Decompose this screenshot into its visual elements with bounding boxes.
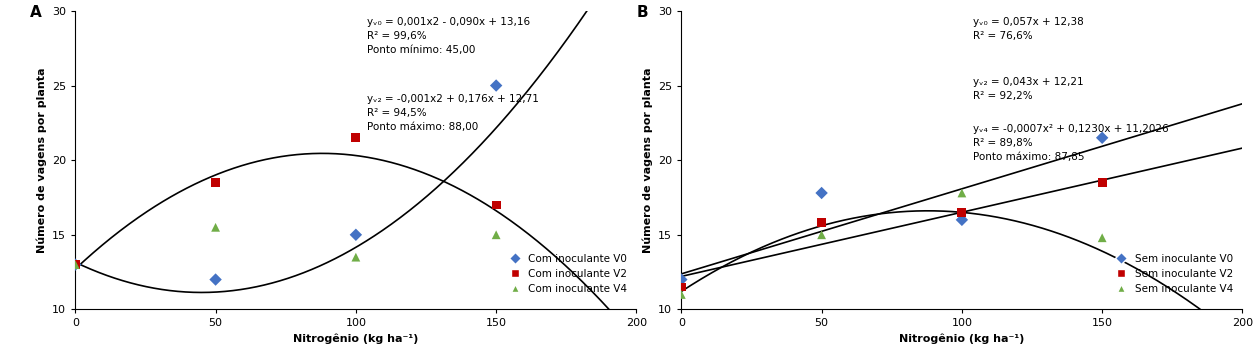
Point	[206, 179, 226, 185]
Text: yᵥ₄ = -0,0007x² + 0,1230x + 11,2026
R² = 89,8%
Ponto máximo: 87,85: yᵥ₄ = -0,0007x² + 0,1230x + 11,2026 R² =…	[973, 124, 1168, 162]
Legend: Com inoculante V0, Com inoculante V2, Com inoculante V4: Com inoculante V0, Com inoculante V2, Co…	[499, 249, 631, 298]
Y-axis label: Número de vagens por planta: Número de vagens por planta	[36, 67, 46, 253]
Point	[486, 232, 506, 238]
Point	[951, 217, 971, 223]
Point	[65, 262, 85, 268]
Text: yᵥ₀ = 0,001x2 - 0,090x + 13,16
R² = 99,6%
Ponto mínimo: 45,00: yᵥ₀ = 0,001x2 - 0,090x + 13,16 R² = 99,6…	[368, 17, 530, 55]
Point	[812, 190, 832, 196]
Point	[1092, 235, 1112, 241]
Point	[206, 277, 226, 282]
Y-axis label: Número de vagens por planta: Número de vagens por planta	[643, 67, 653, 253]
Point	[346, 232, 366, 238]
X-axis label: Nitrogênio (kg ha⁻¹): Nitrogênio (kg ha⁻¹)	[899, 334, 1024, 344]
Point	[486, 83, 506, 88]
Point	[812, 232, 832, 238]
Point	[951, 209, 971, 215]
Point	[346, 254, 366, 260]
Point	[671, 292, 692, 297]
Legend: Sem inoculante V0, Sem inoculante V2, Sem inoculante V4: Sem inoculante V0, Sem inoculante V2, Se…	[1107, 249, 1237, 298]
Text: yᵥ₀ = 0,057x + 12,38
R² = 76,6%: yᵥ₀ = 0,057x + 12,38 R² = 76,6%	[973, 17, 1084, 41]
Point	[346, 135, 366, 141]
Text: B: B	[636, 5, 648, 20]
Text: A: A	[30, 5, 43, 20]
Point	[671, 277, 692, 282]
Point	[1092, 179, 1112, 185]
Point	[65, 262, 85, 268]
Point	[1092, 135, 1112, 141]
Point	[65, 262, 85, 268]
Point	[206, 224, 226, 230]
Point	[951, 190, 971, 196]
X-axis label: Nitrogênio (kg ha⁻¹): Nitrogênio (kg ha⁻¹)	[294, 334, 419, 344]
Point	[486, 202, 506, 208]
Point	[671, 284, 692, 290]
Text: yᵥ₂ = 0,043x + 12,21
R² = 92,2%: yᵥ₂ = 0,043x + 12,21 R² = 92,2%	[973, 76, 1084, 100]
Text: yᵥ₂ = -0,001x2 + 0,176x + 12,71
R² = 94,5%
Ponto máximo: 88,00: yᵥ₂ = -0,001x2 + 0,176x + 12,71 R² = 94,…	[368, 95, 538, 132]
Point	[812, 220, 832, 226]
